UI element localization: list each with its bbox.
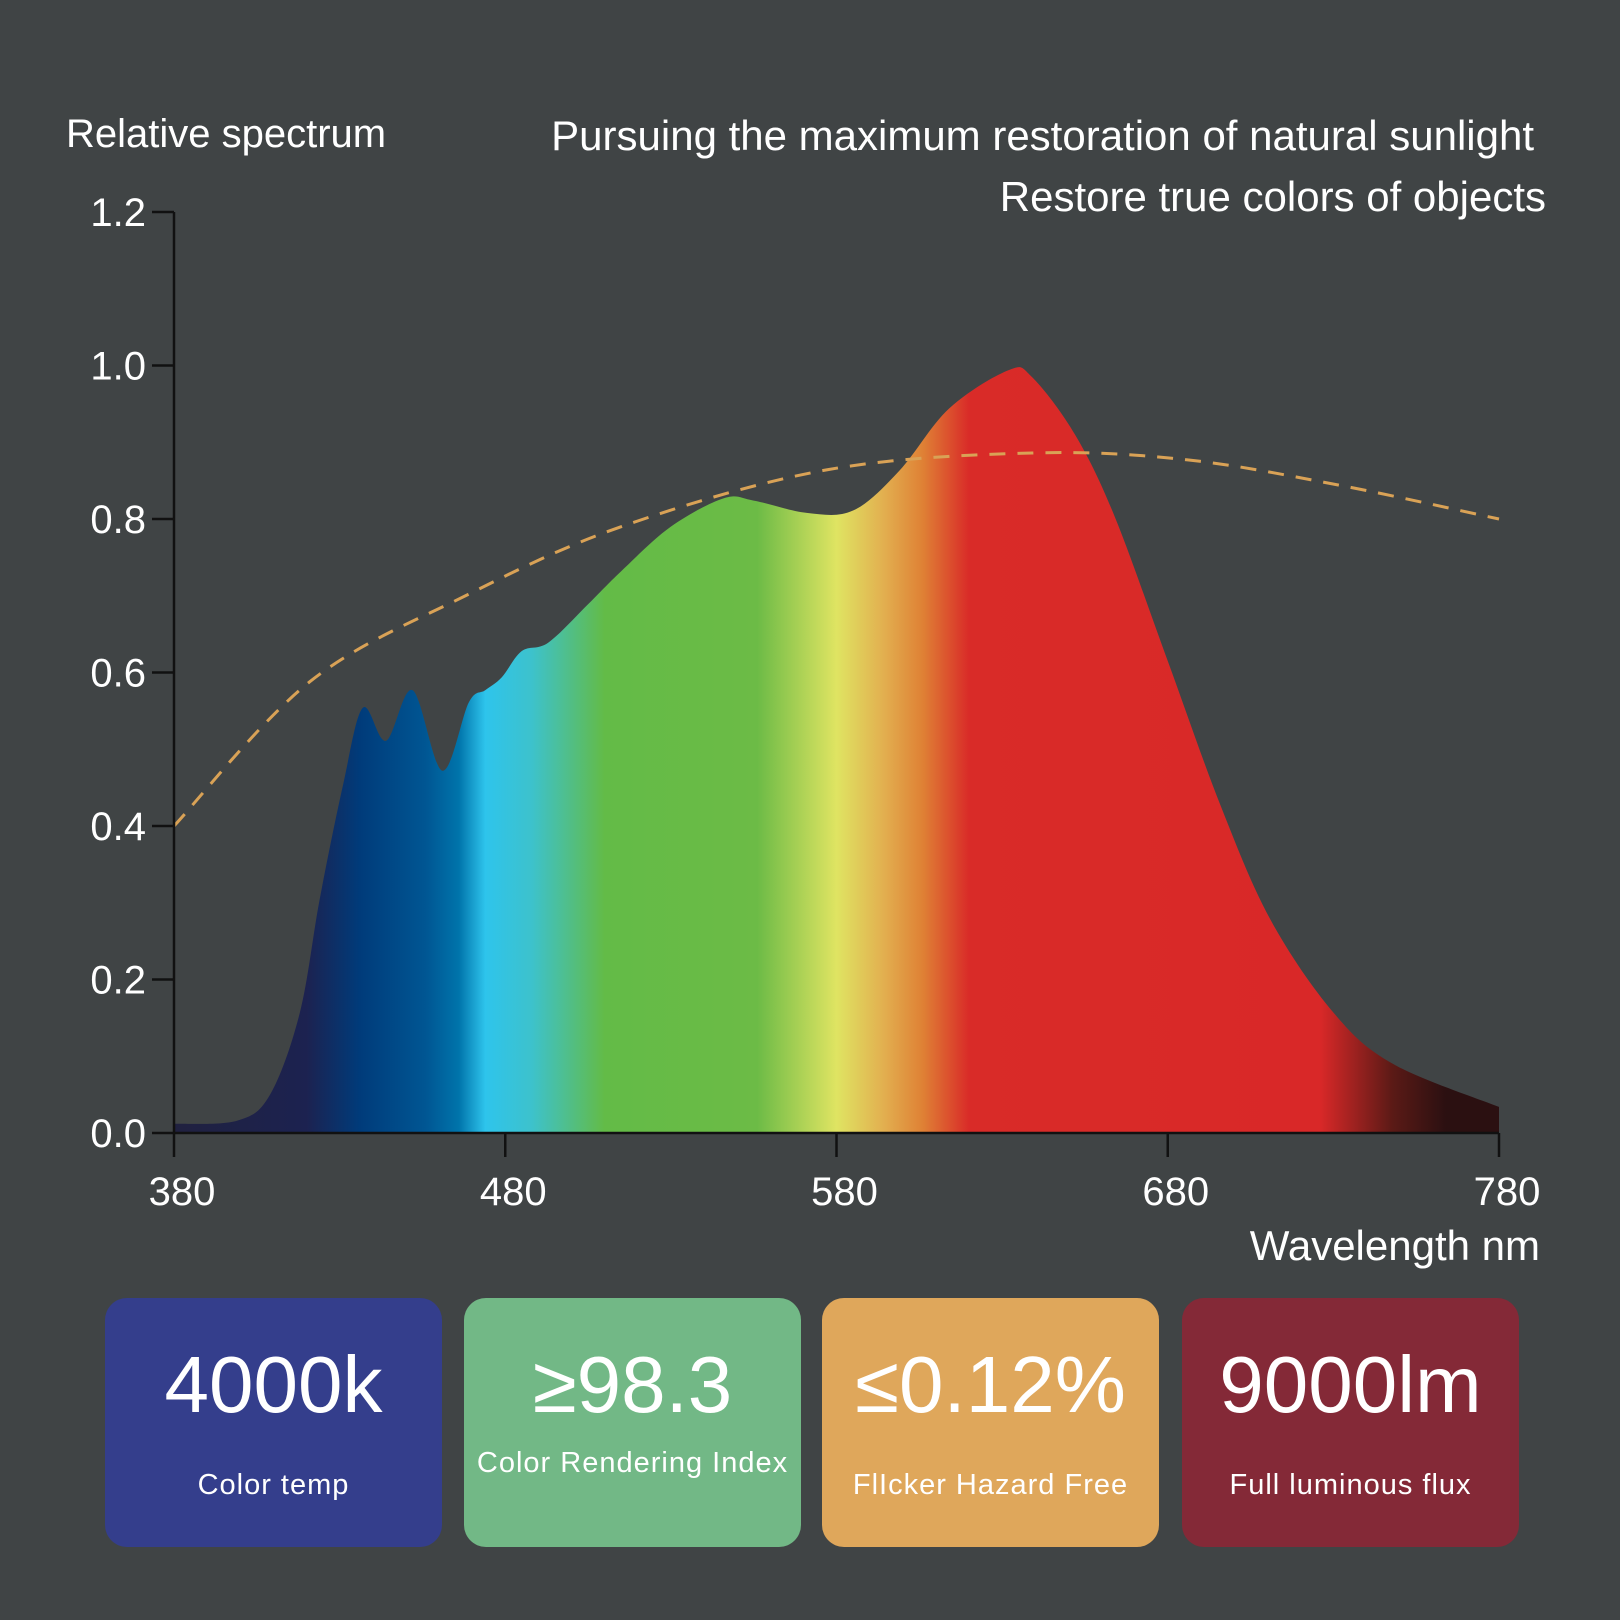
x-tick-label: 380 bbox=[149, 1170, 216, 1214]
card-label: Color Rendering Index bbox=[476, 1447, 789, 1479]
y-tick-label: 0.4 bbox=[90, 805, 146, 849]
x-tick-label: 680 bbox=[1142, 1170, 1209, 1214]
y-tick-label: 0.6 bbox=[90, 652, 146, 696]
x-tick-label: 780 bbox=[1474, 1170, 1541, 1214]
card-cri: ≥98.3 Color Rendering Index bbox=[464, 1298, 801, 1547]
x-tick-label: 480 bbox=[480, 1170, 547, 1214]
y-tick-label: 0.0 bbox=[90, 1112, 146, 1156]
spectrum-area bbox=[174, 367, 1499, 1133]
x-tick-label: 580 bbox=[811, 1170, 878, 1214]
card-label: FlIcker Hazard Free bbox=[852, 1469, 1129, 1501]
y-tick-label: 0.2 bbox=[90, 959, 146, 1003]
card-label: Color temp bbox=[197, 1469, 350, 1501]
card-luminous-flux: 9000lm Full luminous flux bbox=[1182, 1298, 1519, 1547]
x-axis-label: Wavelength nm bbox=[1249, 1222, 1540, 1269]
card-value: ≤0.12% bbox=[855, 1340, 1126, 1429]
card-label: Full luminous flux bbox=[1229, 1469, 1472, 1501]
card-color-temp: 4000k Color temp bbox=[105, 1298, 442, 1547]
card-value: ≥98.3 bbox=[532, 1340, 733, 1429]
y-tick-label: 0.8 bbox=[90, 498, 146, 542]
y-tick-label: 1.0 bbox=[90, 345, 146, 389]
card-value: 9000lm bbox=[1219, 1340, 1482, 1429]
y-axis-label: Relative spectrum bbox=[66, 112, 387, 156]
card-value: 4000k bbox=[164, 1340, 383, 1429]
card-flicker: ≤0.12% FlIcker Hazard Free bbox=[822, 1298, 1159, 1547]
subheadline: Restore true colors of objects bbox=[999, 173, 1546, 220]
y-tick-label: 1.2 bbox=[90, 191, 146, 235]
sunlight-reference-line bbox=[172, 451, 1500, 828]
headline: Pursuing the maximum restoration of natu… bbox=[551, 112, 1534, 159]
